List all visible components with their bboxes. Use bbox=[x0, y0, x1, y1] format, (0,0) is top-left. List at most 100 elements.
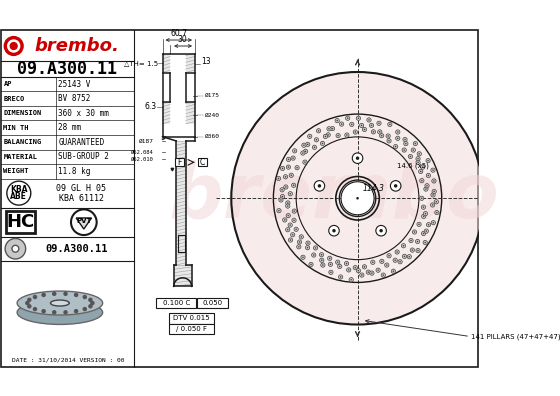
Text: DIMENSION: DIMENSION bbox=[3, 110, 41, 116]
Circle shape bbox=[299, 235, 304, 239]
Ellipse shape bbox=[17, 291, 102, 315]
Circle shape bbox=[360, 123, 364, 128]
Circle shape bbox=[389, 124, 391, 125]
Circle shape bbox=[305, 246, 310, 250]
Circle shape bbox=[325, 135, 326, 137]
Circle shape bbox=[288, 166, 289, 168]
Circle shape bbox=[413, 141, 418, 146]
Circle shape bbox=[381, 135, 382, 137]
Circle shape bbox=[428, 175, 429, 176]
Circle shape bbox=[423, 233, 424, 234]
Circle shape bbox=[436, 201, 437, 202]
Circle shape bbox=[283, 218, 287, 222]
Circle shape bbox=[424, 187, 428, 191]
Circle shape bbox=[416, 248, 420, 253]
Circle shape bbox=[421, 198, 422, 199]
Circle shape bbox=[391, 269, 395, 273]
Circle shape bbox=[353, 265, 357, 270]
Circle shape bbox=[337, 120, 338, 122]
Text: GUARANTEED: GUARANTEED bbox=[58, 138, 104, 147]
Circle shape bbox=[402, 148, 407, 152]
Circle shape bbox=[434, 200, 438, 204]
Circle shape bbox=[341, 182, 374, 215]
Circle shape bbox=[376, 268, 380, 272]
Text: 114.3: 114.3 bbox=[363, 184, 385, 193]
Circle shape bbox=[427, 160, 429, 162]
Circle shape bbox=[377, 269, 379, 271]
Circle shape bbox=[292, 234, 293, 236]
Text: 09.A300.11: 09.A300.11 bbox=[17, 60, 116, 78]
Circle shape bbox=[381, 261, 382, 262]
Circle shape bbox=[353, 130, 357, 134]
Bar bbox=[185, 54, 195, 72]
Circle shape bbox=[417, 158, 419, 160]
Circle shape bbox=[381, 273, 385, 277]
Circle shape bbox=[394, 145, 398, 149]
Circle shape bbox=[407, 255, 412, 259]
Circle shape bbox=[304, 162, 306, 163]
Circle shape bbox=[377, 121, 381, 126]
Circle shape bbox=[322, 264, 324, 266]
Circle shape bbox=[5, 238, 26, 259]
Circle shape bbox=[89, 298, 92, 301]
Circle shape bbox=[363, 266, 365, 268]
Text: 6.3: 6.3 bbox=[144, 102, 157, 111]
Circle shape bbox=[328, 262, 333, 267]
Circle shape bbox=[293, 210, 295, 212]
Text: WEIGHT: WEIGHT bbox=[3, 168, 29, 174]
Circle shape bbox=[316, 139, 317, 141]
Circle shape bbox=[288, 223, 292, 227]
Text: 0.100 C: 0.100 C bbox=[162, 300, 190, 306]
Circle shape bbox=[4, 36, 23, 55]
Circle shape bbox=[422, 214, 426, 219]
Circle shape bbox=[12, 245, 19, 252]
Circle shape bbox=[395, 146, 396, 147]
Circle shape bbox=[422, 231, 426, 236]
Circle shape bbox=[286, 204, 290, 208]
Circle shape bbox=[53, 292, 56, 295]
Circle shape bbox=[361, 125, 362, 126]
Circle shape bbox=[291, 175, 292, 176]
Circle shape bbox=[361, 274, 363, 276]
Circle shape bbox=[395, 250, 399, 254]
Circle shape bbox=[412, 230, 417, 234]
Circle shape bbox=[421, 205, 426, 209]
Circle shape bbox=[425, 188, 427, 190]
Circle shape bbox=[426, 158, 430, 163]
FancyBboxPatch shape bbox=[156, 298, 197, 308]
Circle shape bbox=[83, 295, 86, 299]
Circle shape bbox=[8, 40, 20, 52]
Circle shape bbox=[358, 270, 359, 271]
Text: Ø187: Ø187 bbox=[139, 139, 154, 143]
FancyBboxPatch shape bbox=[197, 298, 228, 308]
FancyBboxPatch shape bbox=[169, 324, 214, 334]
Circle shape bbox=[371, 272, 372, 274]
Circle shape bbox=[293, 185, 295, 186]
Circle shape bbox=[285, 186, 287, 188]
Circle shape bbox=[328, 256, 332, 261]
Circle shape bbox=[435, 210, 439, 215]
Circle shape bbox=[367, 118, 371, 122]
Circle shape bbox=[418, 169, 423, 173]
Circle shape bbox=[315, 247, 316, 249]
Circle shape bbox=[368, 119, 370, 121]
Circle shape bbox=[290, 224, 291, 226]
Circle shape bbox=[388, 255, 390, 257]
Text: AP: AP bbox=[3, 81, 12, 87]
Circle shape bbox=[403, 149, 405, 151]
Circle shape bbox=[413, 149, 414, 151]
Circle shape bbox=[303, 160, 307, 164]
Circle shape bbox=[387, 139, 391, 143]
Circle shape bbox=[282, 196, 283, 197]
Circle shape bbox=[338, 264, 342, 268]
Circle shape bbox=[311, 253, 316, 257]
Circle shape bbox=[360, 273, 364, 277]
Circle shape bbox=[393, 270, 394, 272]
Circle shape bbox=[409, 156, 411, 157]
Circle shape bbox=[292, 218, 296, 223]
Circle shape bbox=[316, 129, 321, 133]
Text: Ø62.084: Ø62.084 bbox=[131, 150, 154, 154]
Bar bbox=[162, 103, 170, 124]
Circle shape bbox=[418, 224, 420, 225]
Circle shape bbox=[297, 240, 302, 244]
